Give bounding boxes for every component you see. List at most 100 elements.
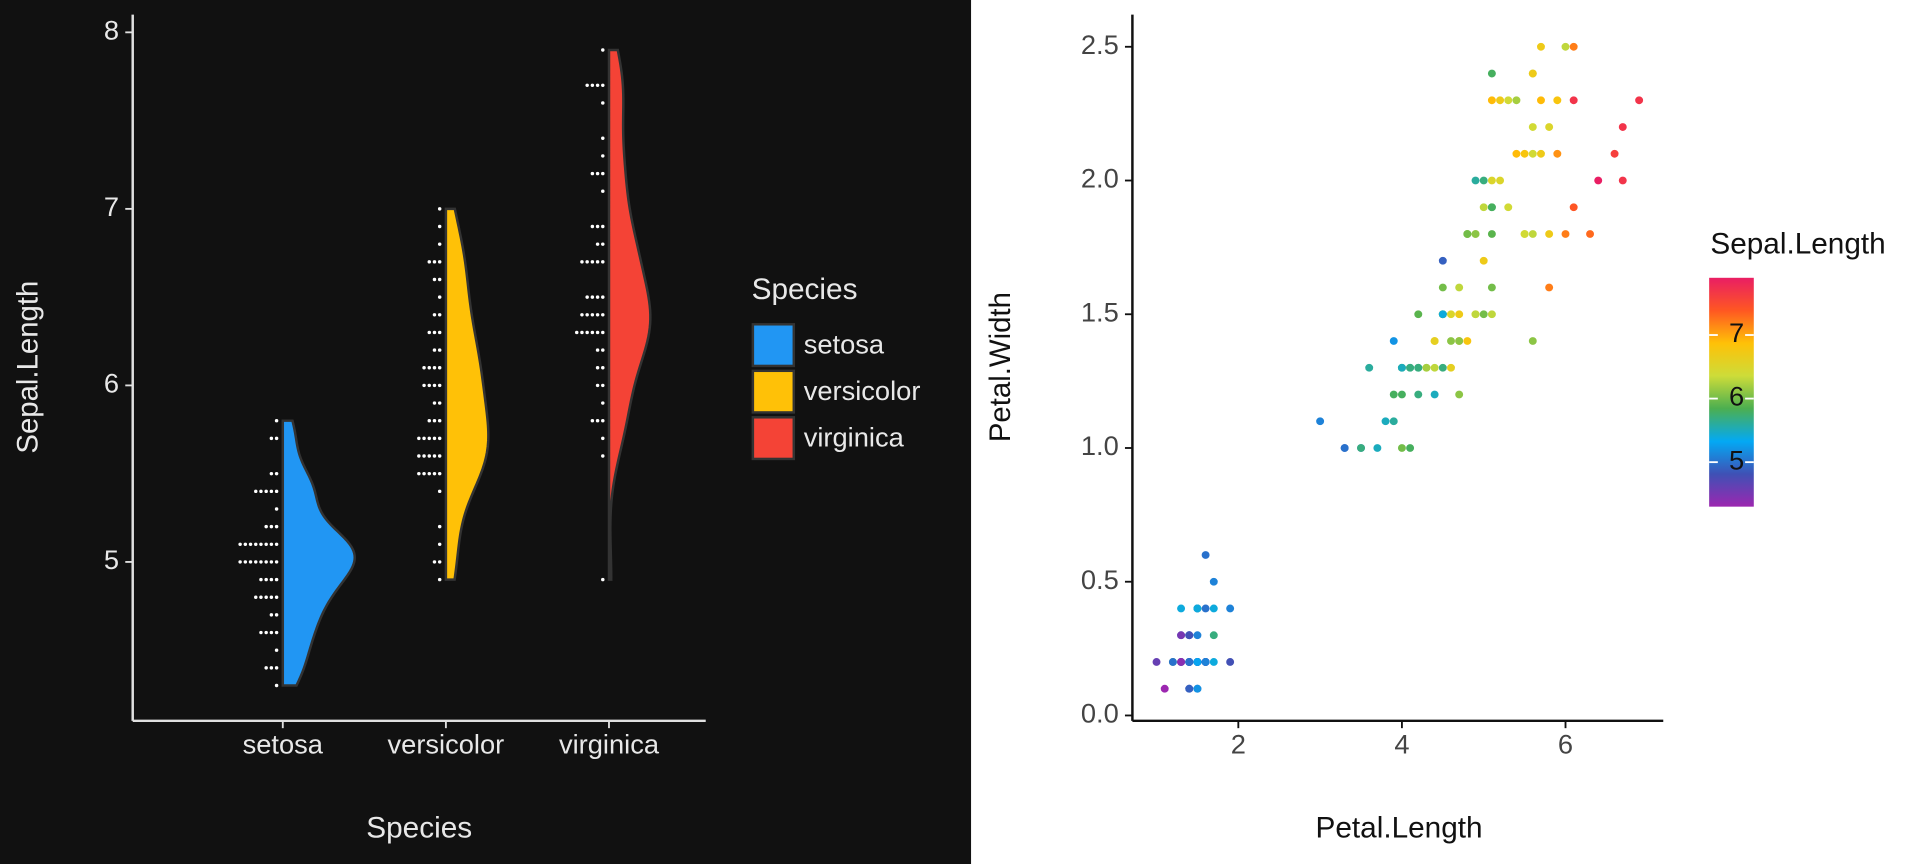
dot bbox=[422, 436, 426, 441]
dot bbox=[601, 313, 605, 317]
legend-key bbox=[751, 416, 796, 461]
dot bbox=[437, 489, 442, 494]
point bbox=[1226, 604, 1235, 613]
dot bbox=[601, 189, 605, 193]
dot bbox=[264, 542, 268, 546]
dot bbox=[590, 83, 595, 88]
dot bbox=[590, 295, 595, 299]
point bbox=[1389, 337, 1398, 345]
dot bbox=[264, 489, 268, 494]
point bbox=[1414, 363, 1423, 372]
point bbox=[1635, 96, 1644, 105]
dot bbox=[601, 418, 605, 423]
dot bbox=[269, 577, 274, 582]
violin bbox=[444, 207, 490, 581]
dot bbox=[437, 401, 442, 405]
dot bbox=[243, 560, 248, 564]
dot bbox=[432, 330, 437, 335]
dot bbox=[601, 577, 605, 582]
dot bbox=[601, 330, 605, 335]
point bbox=[1455, 310, 1464, 319]
dot bbox=[422, 383, 426, 388]
dot bbox=[274, 507, 279, 511]
point bbox=[1389, 390, 1398, 399]
dot bbox=[585, 295, 589, 299]
point bbox=[1463, 230, 1472, 238]
dot bbox=[259, 630, 263, 635]
legend-title: Species bbox=[752, 273, 858, 306]
dot bbox=[585, 260, 589, 264]
dot bbox=[264, 560, 268, 564]
point bbox=[1537, 42, 1545, 51]
point bbox=[1463, 337, 1472, 345]
point bbox=[1569, 96, 1578, 105]
x-tick-label: virginica bbox=[559, 729, 660, 760]
dot bbox=[432, 383, 437, 388]
dot bbox=[437, 454, 442, 458]
colorbar-label: 6 bbox=[1729, 381, 1744, 412]
dot bbox=[238, 560, 242, 564]
dot bbox=[269, 630, 274, 635]
point bbox=[1193, 658, 1202, 666]
dot bbox=[437, 260, 442, 264]
dot bbox=[601, 242, 605, 246]
point bbox=[1406, 363, 1415, 372]
dot bbox=[254, 489, 258, 494]
colorbar-title: Sepal.Length bbox=[1710, 228, 1885, 261]
point bbox=[1438, 310, 1447, 319]
dot bbox=[601, 366, 605, 370]
dot bbox=[580, 330, 584, 335]
dot bbox=[238, 542, 242, 546]
point bbox=[1357, 444, 1365, 452]
dot bbox=[269, 471, 274, 476]
dot bbox=[274, 436, 279, 441]
dot bbox=[274, 595, 279, 599]
dot bbox=[274, 666, 279, 670]
point bbox=[1209, 658, 1218, 666]
point bbox=[1528, 337, 1537, 345]
point bbox=[1512, 149, 1521, 158]
dot bbox=[417, 454, 421, 458]
point bbox=[1422, 363, 1431, 372]
dot bbox=[601, 454, 605, 458]
dot bbox=[259, 489, 263, 494]
point bbox=[1479, 203, 1488, 212]
dot bbox=[417, 471, 421, 476]
x-tick-label: setosa bbox=[243, 729, 324, 760]
dot bbox=[274, 630, 279, 635]
point bbox=[1455, 337, 1464, 345]
x-tick-label: versicolor bbox=[388, 729, 505, 760]
y-axis-label: Sepal.Length bbox=[11, 281, 44, 454]
point bbox=[1487, 230, 1496, 238]
point bbox=[1520, 230, 1529, 238]
dot bbox=[264, 577, 268, 582]
point bbox=[1373, 444, 1382, 452]
dot bbox=[590, 171, 595, 176]
point bbox=[1430, 363, 1439, 372]
point bbox=[1545, 123, 1554, 131]
point bbox=[1168, 658, 1177, 666]
legend-label: versicolor bbox=[804, 375, 921, 406]
point bbox=[1438, 363, 1447, 372]
dot bbox=[427, 260, 432, 264]
dot bbox=[601, 348, 605, 352]
point bbox=[1455, 390, 1464, 399]
point bbox=[1381, 417, 1390, 426]
point bbox=[1365, 363, 1374, 372]
point bbox=[1479, 310, 1488, 319]
dot bbox=[585, 313, 589, 317]
point bbox=[1569, 203, 1578, 212]
dot bbox=[432, 454, 437, 458]
dot bbox=[259, 560, 263, 564]
dot bbox=[427, 454, 432, 458]
point bbox=[1618, 123, 1627, 131]
point bbox=[1610, 149, 1619, 158]
point bbox=[1389, 417, 1398, 426]
dot bbox=[274, 683, 279, 688]
dot bbox=[595, 83, 600, 88]
point bbox=[1487, 96, 1496, 105]
point bbox=[1586, 230, 1595, 238]
point bbox=[1618, 176, 1627, 185]
point bbox=[1569, 42, 1578, 51]
